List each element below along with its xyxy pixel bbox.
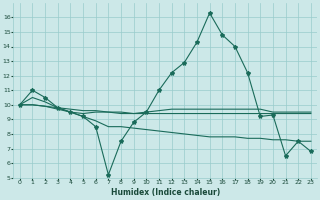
X-axis label: Humidex (Indice chaleur): Humidex (Indice chaleur) bbox=[111, 188, 220, 197]
